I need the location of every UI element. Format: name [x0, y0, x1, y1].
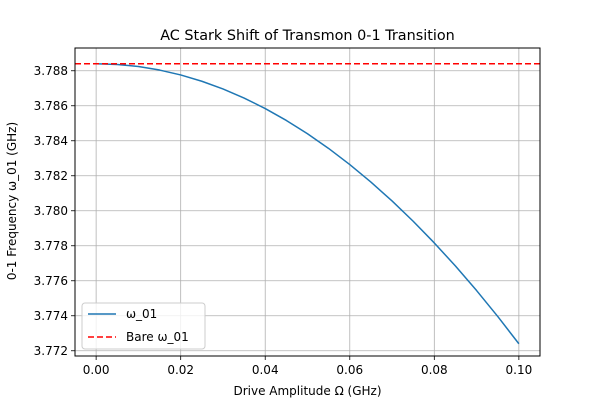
x-tick-label: 0.02 — [167, 363, 194, 377]
x-tick-label: 0.06 — [336, 363, 363, 377]
y-tick-label: 3.776 — [34, 274, 68, 288]
legend-label-bare-omega-01: Bare ω_01 — [126, 330, 189, 344]
x-tick-label: 0.04 — [252, 363, 279, 377]
y-tick-label: 3.774 — [34, 309, 68, 323]
y-tick-label: 3.788 — [34, 64, 68, 78]
y-axis-ticks: 3.772 3.774 3.776 3.778 3.780 3.782 3.784 3.786… — [34, 64, 75, 358]
y-axis-label: 0-1 Frequency ω_01 (GHz) — [5, 122, 19, 280]
x-tick-label: 0.00 — [83, 363, 110, 377]
x-axis-label: Drive Amplitude Ω (GHz) — [233, 384, 381, 398]
y-tick-label: 3.782 — [34, 169, 68, 183]
y-tick-label: 3.772 — [34, 344, 68, 358]
y-tick-label: 3.780 — [34, 204, 68, 218]
legend: ω_01 Bare ω_01 — [81, 302, 206, 350]
x-tick-label: 0.10 — [506, 363, 533, 377]
y-tick-label: 3.786 — [34, 99, 68, 113]
series-layer — [75, 63, 540, 345]
plot-frame — [74, 47, 541, 357]
y-tick-label: 3.784 — [34, 134, 68, 148]
y-tick-label: 3.778 — [34, 239, 68, 253]
x-axis-ticks: 0.00 0.02 0.04 0.06 0.08 0.10 — [83, 356, 532, 377]
x-tick-label: 0.08 — [421, 363, 448, 377]
legend-label-omega-01: ω_01 — [126, 307, 157, 321]
series-line-omega-01 — [96, 63, 520, 345]
chart-title: AC Stark Shift of Transmon 0-1 Transitio… — [160, 28, 455, 44]
